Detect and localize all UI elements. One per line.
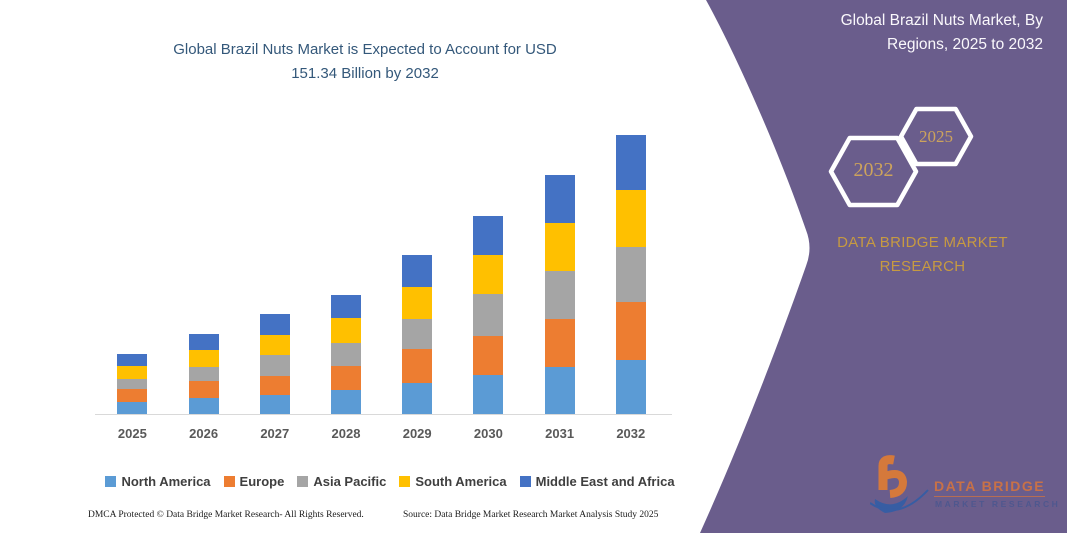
bar-2032 [615,134,646,414]
hexagon-year-2032: 2032 [853,159,894,181]
bar-segment-europe [402,348,433,384]
bar-segment-south-america [259,334,290,355]
bar-2028 [331,295,361,414]
x-axis-label-2026: 2026 [189,426,219,441]
plot-area [95,0,672,414]
bar-segment-middle-east-and-africa [117,353,148,366]
legend-label: Middle East and Africa [535,474,675,489]
legend-swatch [399,476,411,487]
logo-sub-text: MARKET RESEARCH [935,499,1061,509]
bar-segment-asia-pacific [259,354,290,376]
bar-segment-north-america [402,383,433,414]
panel-brand-text: DATA BRIDGE MARKET RESEARCH [820,231,1025,279]
x-axis-label-2027: 2027 [260,426,290,441]
legend-swatch [297,476,309,487]
chart-title: Global Brazil Nuts Market is Expected to… [80,38,650,86]
bar-segment-asia-pacific [117,378,148,390]
x-axis-label-2031: 2031 [545,426,575,441]
bar-segment-north-america [259,394,290,414]
logo-brand-text: DATA BRIDGE [934,478,1046,497]
bar-segment-asia-pacific [402,318,433,349]
legend-item-north-america: North America [105,474,211,489]
hexagon-graphic [828,106,974,208]
bar-segment-south-america [117,365,148,379]
bar-segment-middle-east-and-africa [188,334,219,351]
legend-label: North America [121,474,211,489]
bar-segment-asia-pacific [473,293,504,337]
panel-heading: Global Brazil Nuts Market, By Regions, 2… [780,9,1043,57]
x-axis-line [95,414,672,415]
panel-brand-line1: DATA BRIDGE MARKET [837,234,1008,251]
bar-segment-south-america [188,350,219,368]
bar-segment-europe [259,375,290,395]
source-note: Source: Data Bridge Market Research Mark… [403,510,659,520]
panel-heading-line1: Global Brazil Nuts Market, By [840,12,1043,29]
bar-segment-europe [117,389,148,402]
legend-item-europe: Europe [223,474,285,489]
legend-label: Asia Pacific [313,474,387,489]
bar-segment-asia-pacific [188,367,219,381]
legend-item-asia-pacific: Asia Pacific [297,474,386,489]
legend-swatch [223,476,235,487]
legend-swatch [105,476,117,487]
bar-segment-south-america [615,190,646,247]
bar-segment-middle-east-and-africa [473,216,504,255]
bar-segment-north-america [473,375,504,414]
bar-segment-middle-east-and-africa [402,255,433,287]
bar-segment-south-america [331,317,361,343]
bar-segment-asia-pacific [331,342,361,367]
bar-segment-europe [615,301,646,360]
hexagon-year-2025: 2025 [919,127,953,146]
bar-segment-middle-east-and-africa [259,314,290,335]
bar-2030 [473,216,504,414]
bar-segment-south-america [544,223,575,271]
bar-2027 [259,314,290,414]
bar-segment-middle-east-and-africa [615,134,646,191]
bar-segment-south-america [402,286,433,319]
logo-b-icon [870,455,929,513]
bar-segment-north-america [544,367,575,414]
bar-segment-north-america [615,359,646,414]
bar-segment-europe [544,318,575,368]
bar-2025 [117,353,148,414]
bar-segment-europe [473,336,504,376]
x-axis-label-2025: 2025 [117,426,147,441]
panel-heading-line2: Regions, 2025 to 2032 [887,36,1043,53]
legend-swatch [519,476,531,487]
bar-segment-asia-pacific [615,246,646,302]
bar-segment-europe [188,380,219,399]
chart-title-line1: Global Brazil Nuts Market is Expected to… [173,41,557,58]
bar-2029 [402,255,433,414]
x-axis-labels: 2025 2026 2027 2028 2029 2030 2031 2032 [0,426,1067,446]
bar-segment-middle-east-and-africa [331,295,361,318]
chart-title-line2: 151.34 Billion by 2032 [291,65,439,82]
legend-label: Europe [239,474,285,489]
bar-2031 [544,175,575,414]
bar-2026 [188,334,219,414]
panel-brand-line2: RESEARCH [879,258,966,275]
legend-label: South America [415,474,507,489]
bar-segment-north-america [188,398,219,414]
bar-segment-south-america [473,255,504,294]
dmca-notice: DMCA Protected © Data Bridge Market Rese… [88,510,364,520]
bar-segment-asia-pacific [544,270,575,319]
bar-segment-north-america [117,401,148,414]
x-axis-label-2028: 2028 [331,426,361,441]
legend-item-middle-east-and-africa: Middle East and Africa [519,474,675,489]
bar-segment-middle-east-and-africa [544,175,575,224]
x-axis-label-2029: 2029 [402,426,432,441]
x-axis-label-2030: 2030 [473,426,503,441]
data-bridge-logo: DATA BRIDGE MARKET RESEARCH [870,452,1060,522]
bar-segment-north-america [331,389,361,414]
x-axis-label-2032: 2032 [616,426,646,441]
legend-item-south-america: South America [399,474,507,489]
chart-legend: North America Europe Asia Pacific South Ame… [60,474,720,489]
bar-segment-europe [331,366,361,390]
